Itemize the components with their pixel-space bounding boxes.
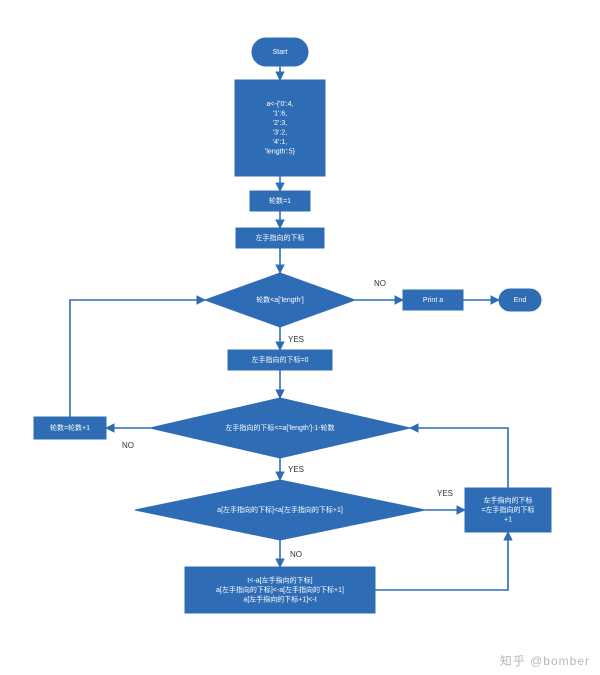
node-dec3: a[左手指向的下标]<a[左手指向的下标+1] (135, 480, 425, 540)
node-rounds1: 轮数=1 (250, 191, 310, 211)
edge-label: YES (437, 489, 453, 498)
node-label: 左手指向的下标<=a['length']-1-轮数 (225, 423, 334, 432)
watermark-handle: @bomber (530, 654, 590, 668)
node-label: a<-{'0':4, (267, 101, 294, 108)
nodes-layer: Start a<-{'0':4, '1':6, '2':3, '3':2, '4':1, '… (34, 38, 551, 613)
node-label: a[左手指向的下标+1]<-t (243, 594, 316, 603)
node-label: 轮数=1 (269, 196, 291, 205)
node-label: 'length':5} (265, 148, 296, 155)
edge-label: NO (290, 550, 302, 559)
node-label: a[左手指向的下标]<-a[左手指向的下标+1] (216, 585, 344, 594)
node-swap: t<-a[左手指向的下标]a[左手指向的下标]<-a[左手指向的下标+1]a[左… (185, 567, 375, 613)
node-label: '1':6, (273, 111, 287, 118)
watermark: 知乎 @bomber (500, 652, 590, 669)
edge-label: NO (122, 441, 134, 450)
node-dec1: 轮数<a['length'] (205, 273, 355, 327)
node-label: '4':1, (273, 139, 287, 146)
node-label: a[左手指向的下标]<a[左手指向的下标+1] (217, 505, 343, 514)
edge-rounds_inc-dec1 (70, 300, 205, 417)
node-label: =左手指向的下标 (481, 505, 534, 514)
node-label: Start (273, 49, 288, 56)
node-end: End (499, 289, 541, 311)
node-left_idx: 左手指向的下标 (236, 228, 324, 248)
node-label: 左手指向的下标 (484, 495, 533, 504)
edge-label: YES (288, 465, 304, 474)
node-dec2: 左手指向的下标<=a['length']-1-轮数 (150, 398, 410, 458)
node-label: '3':2, (273, 130, 287, 137)
edge-swap-left_inc (375, 532, 508, 590)
flowchart-canvas: Start a<-{'0':4, '1':6, '2':3, '3':2, '4':1, '… (0, 0, 600, 675)
edge-left_inc-dec2 (410, 428, 508, 488)
node-left_idx0: 左手指向的下标=0 (228, 350, 332, 370)
node-start: Start (252, 38, 308, 66)
watermark-site: 知乎 (500, 654, 526, 668)
node-label: 左手指向的下标 (256, 233, 305, 242)
node-print_a: Print a (403, 290, 463, 310)
node-label: 轮数=轮数+1 (50, 423, 90, 432)
node-label: Print a (423, 297, 443, 304)
node-label: +1 (504, 516, 512, 523)
edge-label: YES (288, 335, 304, 344)
edge-label: NO (374, 279, 386, 288)
node-init_a: a<-{'0':4, '1':6, '2':3, '3':2, '4':1, 'lengt… (235, 80, 325, 176)
node-left_inc: 左手指向的下标=左手指向的下标 +1 (465, 488, 551, 532)
node-label: 轮数<a['length'] (256, 295, 304, 304)
node-label: '2':3, (273, 120, 287, 127)
node-label: End (514, 297, 527, 304)
node-label: t<-a[左手指向的下标] (247, 575, 312, 584)
node-label: 左手指向的下标=0 (252, 355, 309, 364)
node-rounds_inc: 轮数=轮数+1 (34, 417, 106, 439)
